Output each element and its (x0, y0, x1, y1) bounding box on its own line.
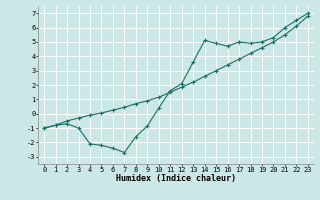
X-axis label: Humidex (Indice chaleur): Humidex (Indice chaleur) (116, 174, 236, 183)
